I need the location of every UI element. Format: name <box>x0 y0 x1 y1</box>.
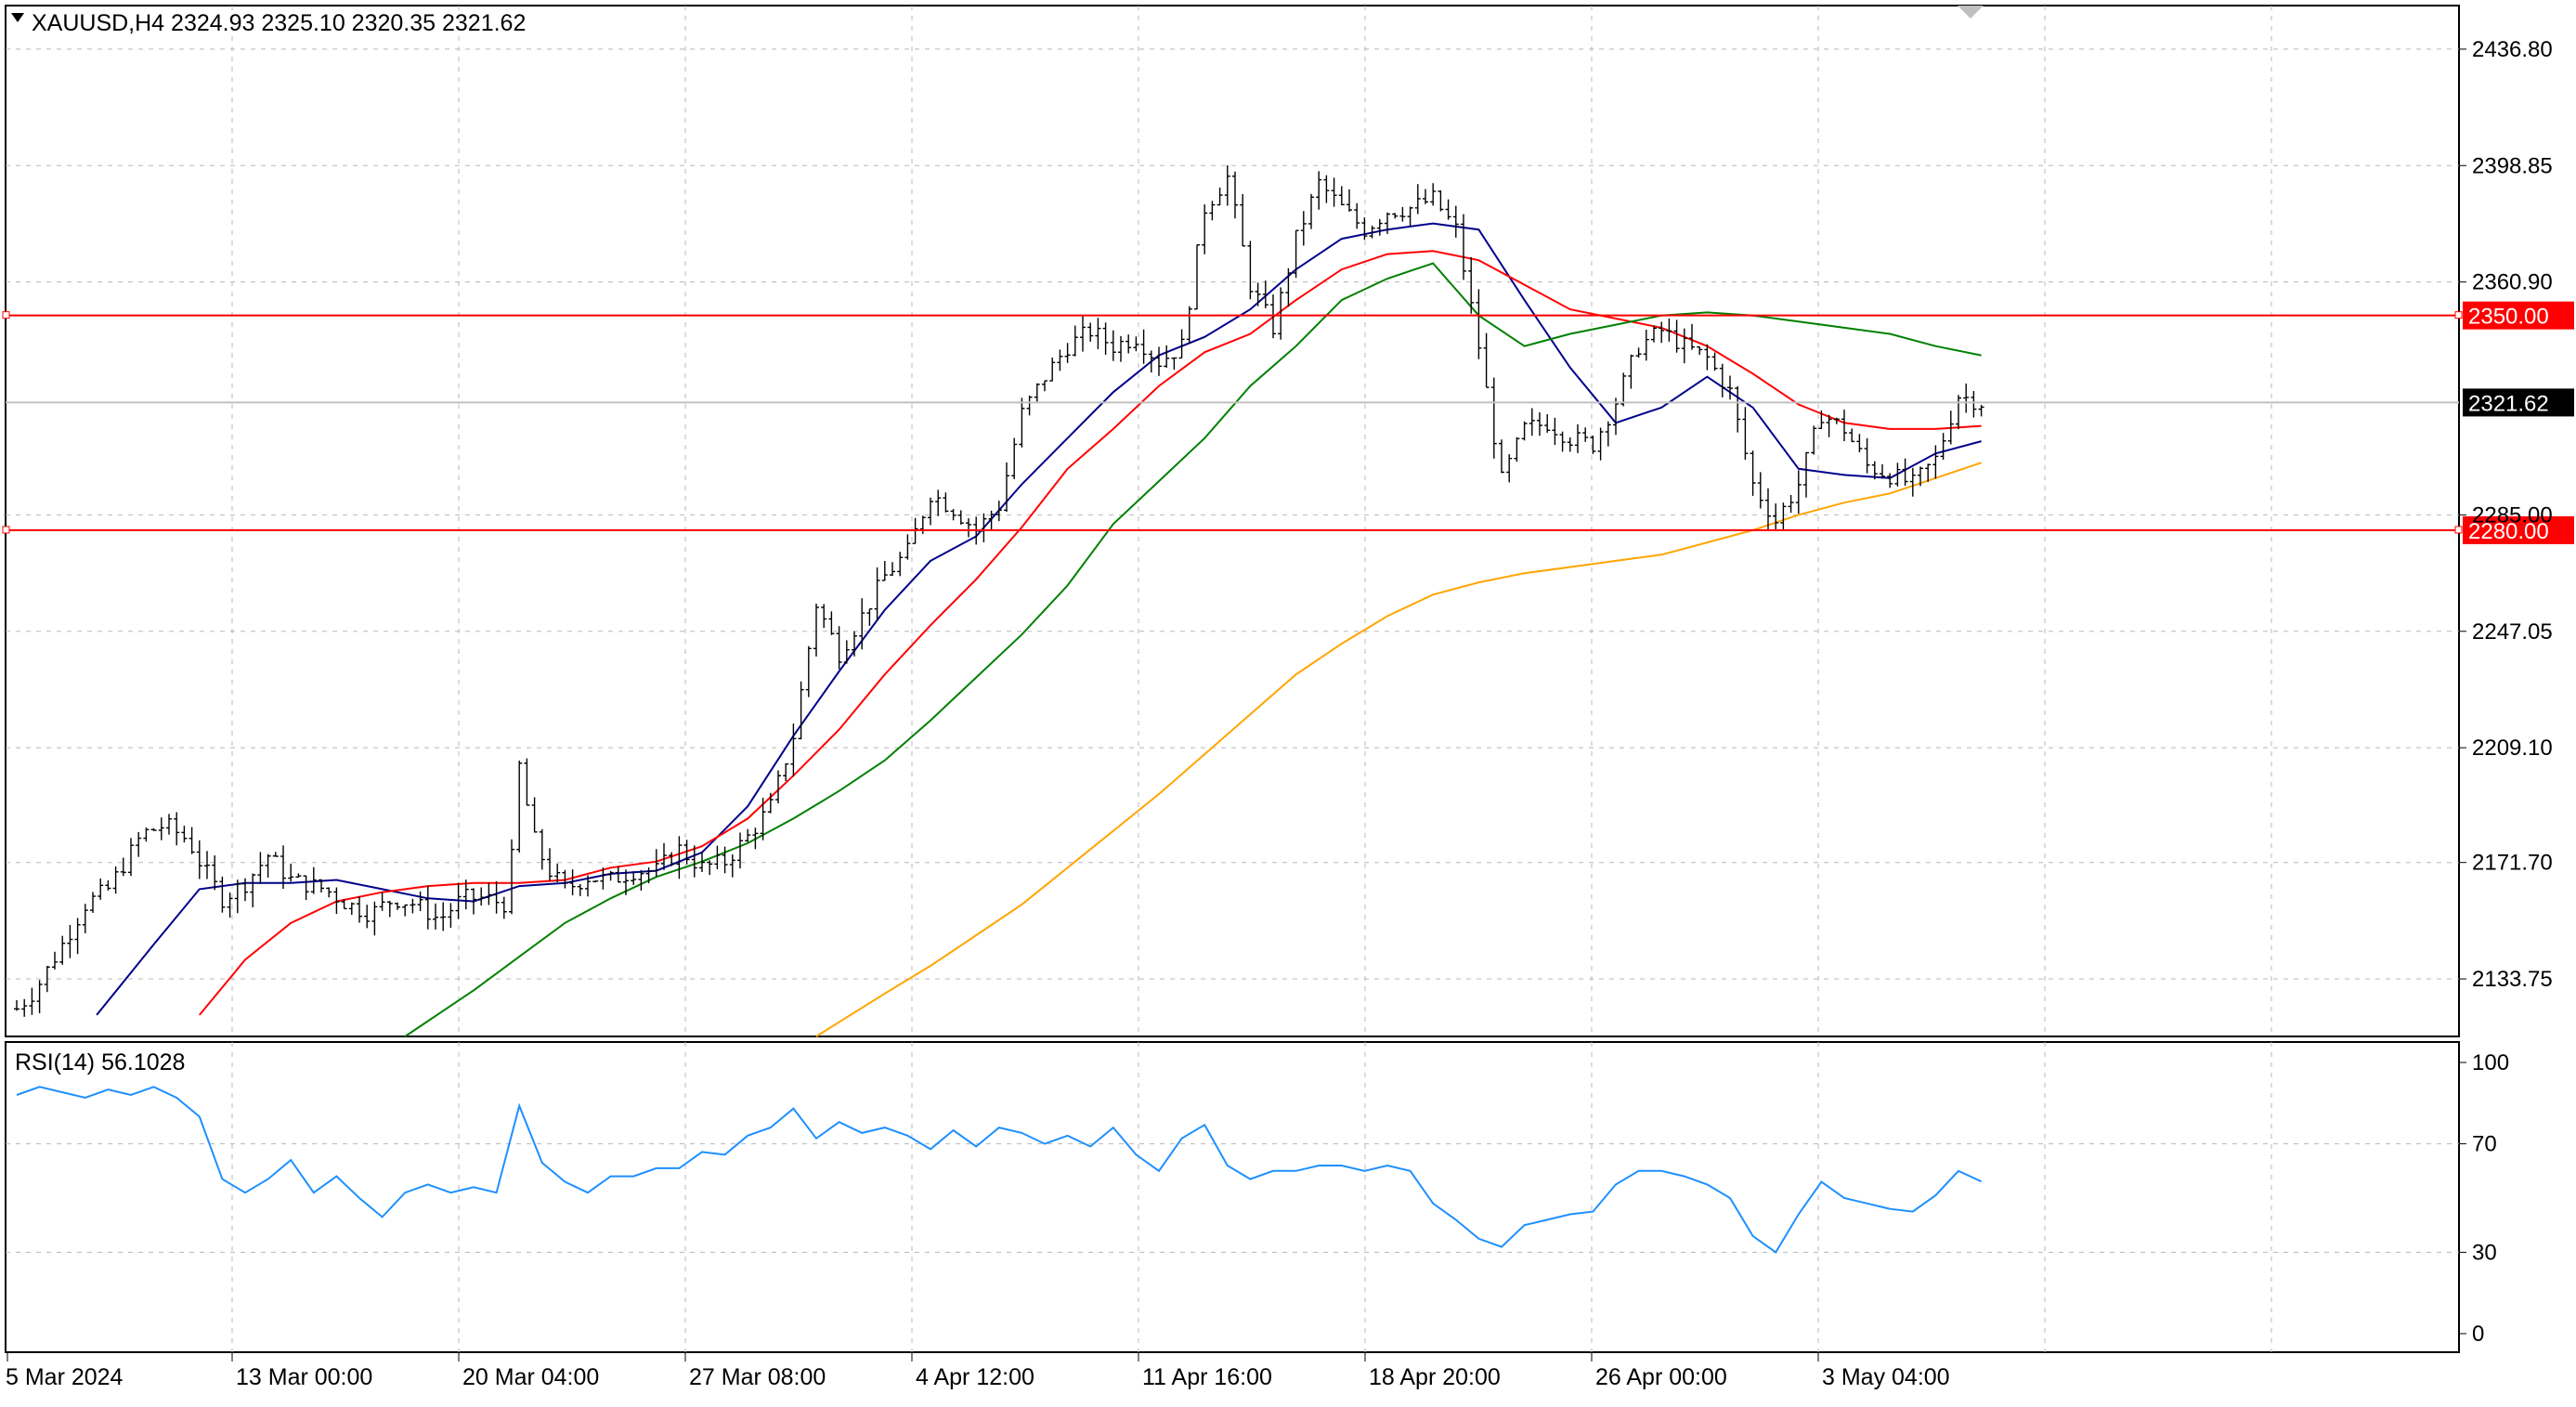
rsi-tick-label: 70 <box>2472 1132 2497 1157</box>
moving-average-line-3 <box>404 262 1982 1037</box>
time-label: 5 Mar 2024 <box>6 1364 124 1390</box>
rsi-panel-frame <box>5 1041 2460 1353</box>
time-label: 26 Apr 00:00 <box>1595 1364 1727 1390</box>
time-axis: 5 Mar 2024 13 Mar 00:00 20 Mar 04:00 27 Mar… <box>6 1352 1950 1390</box>
time-label: 18 Apr 20:00 <box>1369 1364 1501 1390</box>
time-label: 13 Mar 00:00 <box>236 1364 372 1390</box>
price-tick-label: 2285.00 <box>2472 502 2553 528</box>
time-label: 27 Mar 08:00 <box>689 1364 826 1390</box>
price-tick-label: 2247.05 <box>2472 619 2553 645</box>
time-label: 3 May 04:00 <box>1822 1364 1950 1390</box>
time-label: 20 Mar 04:00 <box>462 1364 599 1390</box>
rsi-line-layer <box>16 1086 1983 1254</box>
level-handle-left <box>2 311 10 319</box>
price-tick-label: 2133.75 <box>2472 967 2553 992</box>
shift-marker-icon[interactable] <box>1958 6 1984 19</box>
current-price-tag <box>2463 388 2574 417</box>
level-handle-right <box>2454 311 2463 319</box>
level-handle-right <box>2454 526 2463 534</box>
time-label: 4 Apr 12:00 <box>916 1364 1034 1390</box>
price-bars <box>14 165 1984 1017</box>
time-label: 11 Apr 16:00 <box>1142 1364 1272 1390</box>
level-price-label: 2280.00 <box>2468 519 2549 544</box>
grid <box>6 6 2459 1352</box>
price-tick-label: 2171.70 <box>2472 851 2553 876</box>
rsi-label: RSI(14) 56.1028 <box>15 1049 185 1075</box>
price-panel-frame <box>5 5 2460 1037</box>
rsi-line <box>16 1086 1983 1254</box>
level-price-tag <box>2463 515 2574 544</box>
price-tick-label: 2209.10 <box>2472 736 2553 761</box>
price-tick-label: 2360.90 <box>2472 270 2553 295</box>
dropdown-triangle-icon[interactable] <box>11 13 24 22</box>
rsi-tick-label: 0 <box>2472 1322 2484 1347</box>
level-price-label: 2350.00 <box>2468 305 2549 330</box>
current-price-label: 2321.62 <box>2468 391 2549 416</box>
level-price-tag <box>2463 301 2574 330</box>
price-axis: 2436.80 2398.85 2360.90 2285.00 2247.05 2209.… <box>2459 37 2553 992</box>
price-tick-label: 2436.80 <box>2472 37 2553 62</box>
rsi-axis: 100 70 30 0 <box>2459 1050 2509 1347</box>
rsi-tick-label: 100 <box>2472 1050 2509 1075</box>
rsi-tick-label: 30 <box>2472 1240 2497 1265</box>
price-tick-label: 2398.85 <box>2472 153 2553 178</box>
symbol-header: XAUUSD,H4 2324.93 2325.10 2320.35 2321.6… <box>32 10 526 36</box>
moving-average-line-4 <box>815 462 1982 1037</box>
level-handle-left <box>2 526 10 534</box>
horizontal-levels[interactable]: 2350.00 2280.00 2321.62 <box>2 301 2574 544</box>
